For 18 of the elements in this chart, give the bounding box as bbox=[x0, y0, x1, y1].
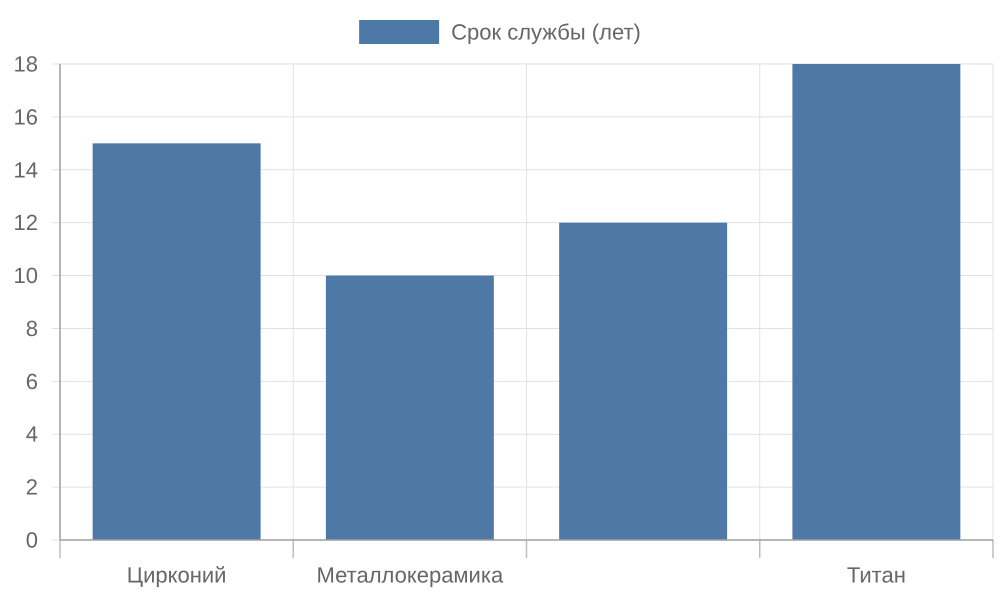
x-tick-label: Титан bbox=[846, 562, 906, 588]
y-tick-label: 10 bbox=[14, 263, 38, 288]
y-tick-label: 16 bbox=[14, 104, 38, 130]
y-tick-label: 6 bbox=[26, 368, 38, 394]
legend-label: Срок службы (лет) bbox=[451, 20, 641, 44]
y-tick-label: 4 bbox=[26, 422, 38, 447]
y-tick-label: 2 bbox=[26, 474, 38, 500]
y-tick-label: 18 bbox=[14, 52, 38, 76]
bar bbox=[792, 64, 960, 540]
y-tick-label: 0 bbox=[26, 528, 38, 552]
x-tick-label: Металлокерамика bbox=[316, 562, 504, 588]
bar bbox=[559, 222, 728, 540]
y-tick-label: 8 bbox=[26, 316, 38, 341]
bar bbox=[92, 143, 261, 540]
y-tick-label: 12 bbox=[14, 210, 38, 236]
bar bbox=[326, 276, 494, 540]
x-tick-label: Цирконий bbox=[126, 562, 226, 588]
y-tick-label: 14 bbox=[14, 157, 38, 182]
